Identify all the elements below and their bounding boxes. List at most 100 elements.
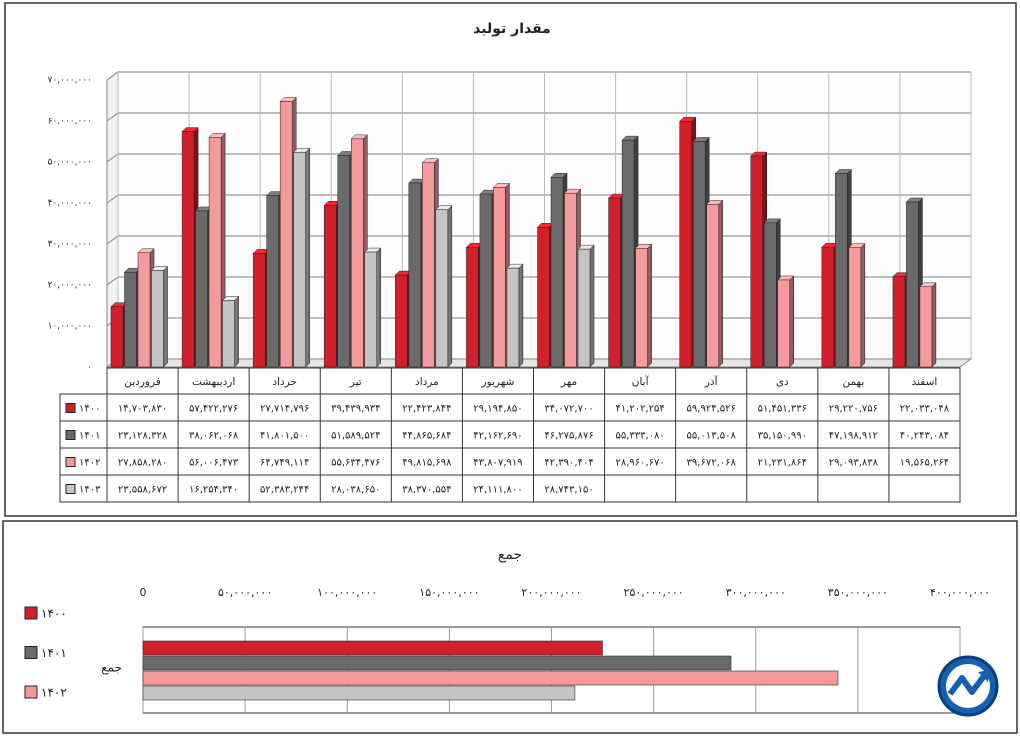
x-tick-label: ۱۰۰,۰۰۰,۰۰۰ <box>317 586 377 599</box>
bar <box>208 132 226 368</box>
data-label: ۵۶,۰۰۶,۴۷۳ <box>189 458 239 469</box>
chart-title: جمع <box>498 547 522 563</box>
bar <box>421 158 439 368</box>
data-label: ۵۵,۰۱۳,۵۰۸ <box>687 431 737 442</box>
x-tick-label: تیر <box>349 376 362 388</box>
y-tick-label: ۱۰,۰۰۰,۰۰۰ <box>48 322 92 332</box>
data-label: ۳۹,۶۷۲,۰۶۸ <box>687 458 737 469</box>
bar <box>293 147 311 368</box>
logo <box>937 655 999 717</box>
legend-label: ۱۴۰۱ <box>41 646 67 660</box>
legend-swatch <box>24 646 38 659</box>
bar-front <box>364 251 377 368</box>
bar <box>777 275 795 368</box>
data-label: ۲۷,۷۱۴,۷۹۶ <box>260 404 309 415</box>
bar-side <box>163 265 168 368</box>
data-label: ۴۰,۲۴۳,۰۸۴ <box>900 431 949 442</box>
legend-label: ۱۴۰۱ <box>79 431 100 442</box>
data-label: ۲۹,۲۲۰,۷۵۶ <box>829 404 878 415</box>
data-label: ۲۸,۷۴۳,۱۵۰ <box>544 485 593 496</box>
legend-swatch <box>65 484 76 494</box>
data-label: ۴۳,۸۰۷,۹۱۹ <box>473 458 522 469</box>
legend-label: ۱۴۰۲ <box>41 686 67 700</box>
data-label: ۴۴,۸۶۵,۶۸۴ <box>402 431 451 442</box>
data-label: ۱۹,۵۶۵,۲۶۴ <box>900 458 949 469</box>
data-label: ۴۷,۱۹۸,۹۱۲ <box>829 431 878 442</box>
data-label: ۲۸,۹۶۰,۶۷۰ <box>615 458 664 469</box>
bar-front <box>679 121 692 368</box>
x-tick-label: مهر <box>560 376 577 388</box>
bar-front <box>151 270 164 368</box>
x-tick-label: اسفند <box>912 376 938 388</box>
data-label: ۳۸,۳۷۰,۵۵۴ <box>402 485 451 496</box>
x-tick-label: آبان <box>632 375 650 388</box>
data-label: ۴۹,۸۱۵,۶۹۸ <box>402 458 452 469</box>
bar-front <box>479 193 493 368</box>
data-label: ۴۱,۲۰۲,۲۵۴ <box>615 404 664 415</box>
data-label: ۲۴,۱۱۱,۸۰۰ <box>473 485 522 496</box>
bar <box>919 282 937 368</box>
bar-front <box>181 131 195 368</box>
bar-front <box>435 209 449 368</box>
data-label: ۲۲,۴۲۳,۸۴۴ <box>402 404 451 415</box>
bar-front <box>764 222 777 368</box>
data-label: ۲۳,۵۵۸,۶۷۲ <box>118 485 167 496</box>
bar-front <box>195 210 208 368</box>
data-label: ۳۸,۰۶۲,۰۶۸ <box>189 431 239 442</box>
bar <box>142 655 732 671</box>
bar-front <box>706 204 719 368</box>
data-label: ۵۲,۳۸۳,۲۴۴ <box>260 485 309 496</box>
data-label: ۵۹,۹۲۴,۵۲۶ <box>687 404 736 415</box>
data-label: ۲۱,۲۳۱,۸۶۴ <box>758 458 807 469</box>
bar-front <box>222 300 235 368</box>
data-label: ۴۲,۱۶۲,۶۹۰ <box>473 431 522 442</box>
bar-front <box>750 155 763 368</box>
bar <box>506 263 524 368</box>
bar-front <box>835 173 848 368</box>
x-tick-label: اردیبهشت <box>192 376 235 388</box>
y-tick-label: جمع <box>101 661 122 675</box>
x-tick-label: ۴۰۰,۰۰۰,۰۰۰ <box>930 586 990 599</box>
data-label: ۵۱,۴۵۱,۳۳۶ <box>758 404 807 415</box>
x-tick-label: خرداد <box>272 376 297 388</box>
bar-front <box>208 137 222 368</box>
bar-front <box>608 197 621 368</box>
x-tick-label: ۲۰۰,۰۰۰,۰۰۰ <box>521 586 581 599</box>
data-label: ۲۹,۱۹۴,۸۵۰ <box>473 404 522 415</box>
bar-side <box>647 243 652 368</box>
x-tick-label: ۵۰,۰۰۰,۰۰۰ <box>218 586 272 599</box>
x-tick-label: شهریور <box>481 376 515 388</box>
legend-label: ۱۴۰۳ <box>79 485 101 496</box>
legend-swatch <box>65 403 76 413</box>
x-tick-label: آذر <box>704 375 719 388</box>
data-label: ۱۶,۲۵۴,۳۴۰ <box>189 485 238 496</box>
data-label: ۳۴,۰۷۲,۷۰۰ <box>544 404 593 415</box>
legend-swatch <box>65 457 76 467</box>
bar-side <box>518 263 524 368</box>
data-label: ۵۵,۳۳۳,۰۸۰ <box>615 431 664 442</box>
bar <box>848 243 866 368</box>
bar-front <box>692 141 706 368</box>
x-tick-label: مرداد <box>415 376 439 388</box>
legend-swatch <box>24 685 38 699</box>
plot: ۰ ۱۰,۰۰۰,۰۰۰ ۲۰,۰۰۰,۰۰۰ ۳۰,۰۰۰,۰۰۰ ۴۰,۰۰۰,۰۰… <box>24 71 990 714</box>
bar <box>150 265 169 368</box>
bar-side <box>589 244 595 368</box>
legend-swatch <box>24 606 38 620</box>
bar-side <box>305 147 310 368</box>
y-tick-label: ۰ <box>87 363 92 373</box>
bar-front <box>293 151 306 368</box>
data-label: ۲۲,۰۳۳,۰۴۸ <box>900 404 950 415</box>
x-tick-label: بهمن <box>842 376 864 388</box>
bar-front <box>537 227 550 368</box>
data-label: ۴۶,۲۷۵,۸۷۶ <box>544 431 593 442</box>
bar <box>364 247 382 368</box>
data-label: ۲۹,۰۹۳,۸۳۸ <box>829 458 879 469</box>
bar-front <box>337 155 350 368</box>
bar-front <box>351 138 364 368</box>
data-label: ۵۷,۴۲۲,۲۷۶ <box>189 404 238 415</box>
x-tick-label: فروردین <box>124 376 161 388</box>
bar-front <box>621 139 635 368</box>
bar <box>221 295 240 368</box>
data-label: ۵۱,۵۸۹,۵۲۴ <box>331 431 380 442</box>
